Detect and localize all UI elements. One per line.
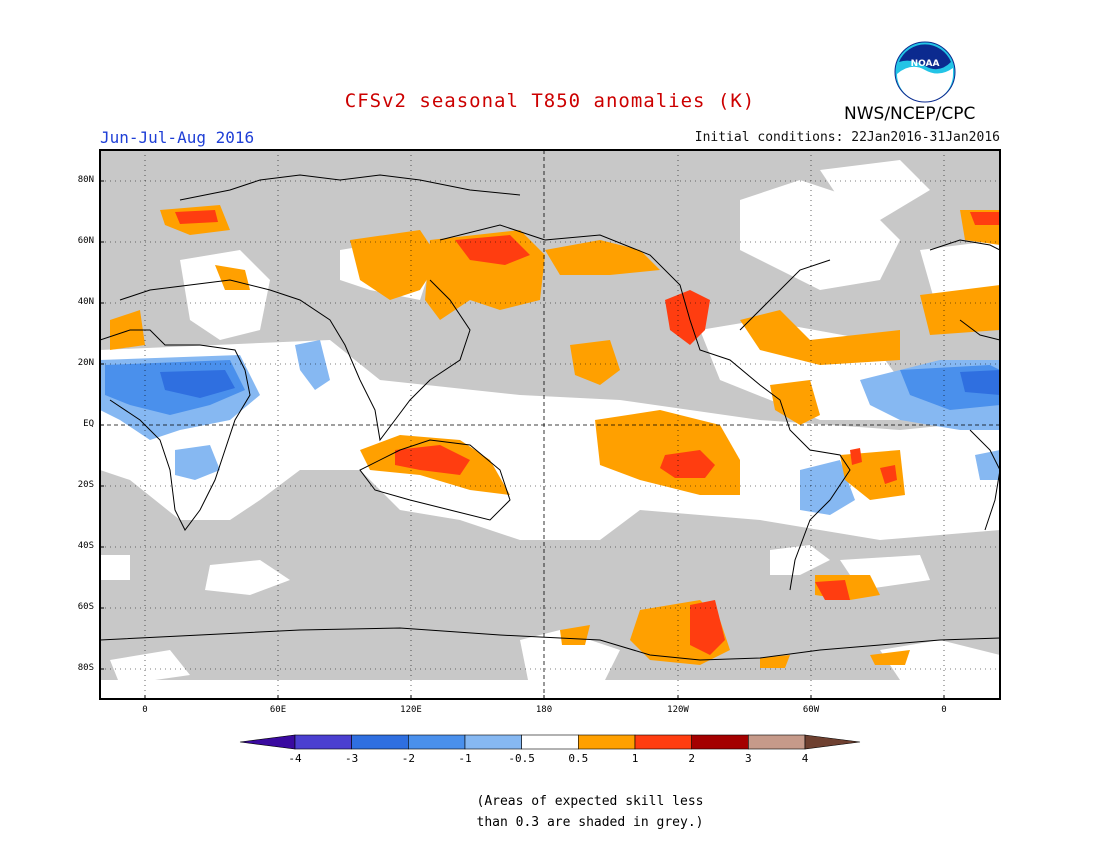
color-bar-label: -0.5 (508, 752, 535, 765)
color-bar-label: -3 (345, 752, 359, 765)
color-bar-label: 4 (801, 752, 809, 765)
lat-label-eq: EQ (83, 419, 94, 429)
agency-label: NWS/NCEP/CPC (844, 104, 976, 124)
color-bar-label: -4 (288, 752, 302, 765)
anomaly-red (175, 210, 1000, 655)
lon-label-0-west: 0 (142, 705, 148, 715)
equator-dateline (100, 150, 1000, 699)
lat-label-40s: 40S (77, 541, 94, 551)
lat-label-80s: 80S (77, 663, 94, 673)
logo-text: NOAA (911, 59, 940, 69)
lon-label-0-east: 0 (941, 705, 947, 715)
lat-label-80n: 80N (77, 175, 94, 185)
color-bar-label: 3 (745, 752, 752, 765)
color-bar-label: -1 (458, 752, 472, 765)
skill-note: (Areas of expected skill less than 0.3 a… (476, 794, 704, 830)
lat-label-40n: 40N (77, 297, 94, 307)
noaa-logo: NOAA (894, 41, 956, 103)
lat-label-20n: 20N (77, 358, 94, 368)
chart-title: CFSv2 seasonal T850 anomalies (K) (344, 90, 756, 112)
lon-label-60w: 60W (802, 705, 820, 715)
anomaly-dark-blue (160, 370, 1000, 398)
graticule (100, 150, 1000, 699)
color-bar-label: 2 (688, 752, 695, 765)
initial-conditions-label: Initial conditions: 22Jan2016-31Jan2016 (694, 130, 1000, 145)
color-bar-label: 1 (631, 752, 639, 765)
lon-label-180: 180 (535, 705, 553, 715)
color-bar-label: 0.5 (568, 752, 589, 765)
lon-label-120e: 120E (400, 705, 422, 715)
color-bar-label: -2 (401, 752, 415, 765)
lon-label-60e: 60E (269, 705, 287, 715)
lat-label-20s: 20S (77, 480, 94, 490)
season-label: Jun-Jul-Aug 2016 (100, 128, 255, 147)
lon-label-120w: 120W (667, 705, 689, 715)
coastlines (100, 174, 1000, 661)
lat-label-60n: 60N (77, 236, 94, 246)
lat-label-60s: 60S (77, 602, 94, 612)
